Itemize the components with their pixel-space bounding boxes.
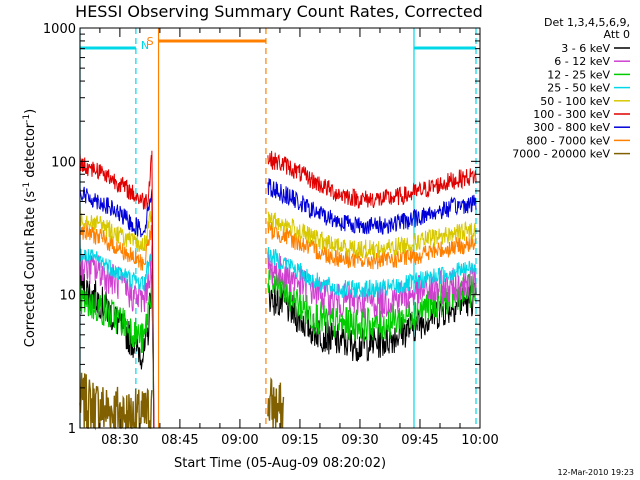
x-tick-label: 09:15 xyxy=(281,433,318,448)
series-line-segment xyxy=(79,242,153,292)
series-line-segment xyxy=(79,186,153,238)
series-line-segment xyxy=(267,246,477,299)
y-axis-label-part-1: Corrected Count Rate (s xyxy=(23,191,38,348)
y-tick-label: 10 xyxy=(59,289,76,304)
legend-label: 12 - 25 keV xyxy=(547,68,610,81)
legend-label: 800 - 7000 keV xyxy=(526,134,610,147)
series-line-segment xyxy=(79,153,153,210)
series-drop-line xyxy=(151,150,155,429)
x-axis: 08:30 08:45 09:00 09:15 09:30 09:45 10:00 xyxy=(99,28,499,448)
legend-header: Det 1,3,4,5,6,9, Att 0 xyxy=(544,16,630,41)
legend-label: 100 - 300 keV xyxy=(533,108,610,121)
legend-header-line-1: Det 1,3,4,5,6,9, xyxy=(544,16,630,29)
night-marker-label: N xyxy=(141,39,149,52)
legend-header-line-2: Att 0 xyxy=(604,28,630,41)
x-tick-label: 09:00 xyxy=(221,433,258,448)
series-line-segment xyxy=(267,150,477,209)
y-axis-label-sup-1: -1 xyxy=(22,182,32,191)
x-tick-label: 08:30 xyxy=(101,433,138,448)
saa-marker-label: S xyxy=(147,35,154,48)
x-axis-label: Start Time (05-Aug-09 08:20:02) xyxy=(174,456,386,471)
y-axis: 1 10 100 1000 xyxy=(43,22,480,437)
series-line-segment xyxy=(267,264,477,342)
y-axis-label-part-3: ) xyxy=(23,109,38,114)
series-line-segment xyxy=(267,211,477,259)
y-axis-label: Corrected Count Rate (s-1 detector-1) xyxy=(22,109,38,347)
y-axis-label-sup-2: -1 xyxy=(22,114,32,123)
series-line-segment xyxy=(267,178,477,235)
legend-label: 25 - 50 keV xyxy=(547,82,610,95)
y-tick-label: 1000 xyxy=(43,22,76,37)
x-tick-label: 10:00 xyxy=(461,433,498,448)
chart-title: HESSI Observing Summary Count Rates, Cor… xyxy=(75,2,483,21)
x-tick-label: 08:45 xyxy=(161,433,198,448)
series-line-segment xyxy=(79,268,153,353)
x-tick-label: 09:30 xyxy=(341,433,378,448)
series-line-segment xyxy=(79,203,153,253)
legend-label: 50 - 100 keV xyxy=(540,95,610,108)
series-line-segment xyxy=(267,221,477,270)
legend-label: 7000 - 20000 keV xyxy=(512,148,610,161)
y-tick-label: 100 xyxy=(51,155,76,170)
footer-stamp: 12-Mar-2010 19:23 xyxy=(558,468,635,477)
x-tick-label: 09:45 xyxy=(401,433,438,448)
y-axis-label-part-2: detector xyxy=(23,122,38,182)
series-100-300-kev xyxy=(79,150,477,429)
legend-label: 300 - 800 keV xyxy=(533,121,610,134)
legend-label: 6 - 12 keV xyxy=(554,55,610,68)
y-tick-label: 1 xyxy=(68,422,76,437)
legend-label: 3 - 6 keV xyxy=(561,42,610,55)
